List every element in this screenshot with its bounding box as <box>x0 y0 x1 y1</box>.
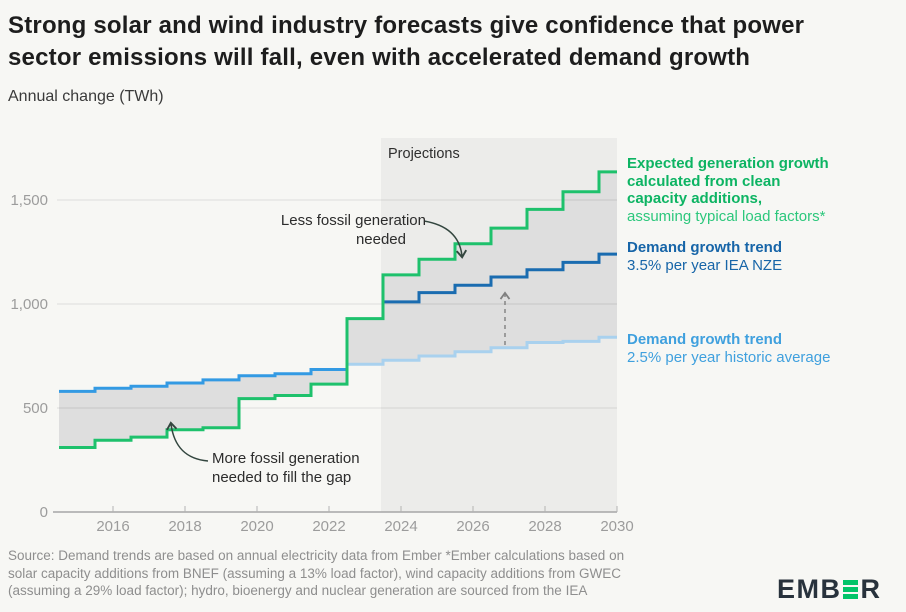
source-note: Source: Demand trends are based on annua… <box>8 547 768 600</box>
x-tick-label-2026: 2026 <box>456 518 490 535</box>
annotation-less-fossil-line1: Less fossil generation <box>280 212 426 229</box>
ember-logo: EMB R <box>777 574 882 605</box>
x-tick-label-2020: 2020 <box>240 518 274 535</box>
legend-nze-title: Demand growth trend <box>627 239 783 256</box>
ember-logo-green-e-icon <box>842 580 858 599</box>
y-tick-label-500: 500 <box>22 400 48 417</box>
x-tick-label-2022: 2022 <box>312 518 346 535</box>
projections-label: Projections <box>388 146 460 162</box>
annotation-more-fossil-line1: More fossil generation <box>212 450 360 467</box>
y-tick-label-0: 0 <box>39 504 48 521</box>
demand-2p5-line <box>347 335 617 366</box>
chart-subtitle: Annual change (TWh) <box>8 88 164 105</box>
x-axis-ticks <box>112 506 618 512</box>
demand-3p5-nze-line <box>383 252 617 304</box>
source-line1: Source: Demand trends are based on annua… <box>8 548 625 563</box>
legend-demand-historic: Demand growth trend 2.5% per year histor… <box>627 331 895 366</box>
legend-demand-nze: Demand growth trend 3.5% per year IEA NZ… <box>627 239 895 274</box>
x-tick-label-2016: 2016 <box>96 518 130 535</box>
legend-clean-line1: Expected generation growth <box>627 155 829 172</box>
x-tick-label-2024: 2024 <box>384 518 418 535</box>
more-fossil-arrow <box>166 421 209 462</box>
annotation-less-fossil-line2: needed <box>355 231 406 248</box>
demand-historic-line <box>59 368 347 393</box>
annotation-more-fossil: More fossil generation needed to fill th… <box>212 449 432 487</box>
source-line3: (assuming a 29% load factor); hydro, bio… <box>8 583 588 598</box>
gridlines <box>57 199 617 409</box>
chart-title: Strong solar and wind industry forecasts… <box>8 12 805 71</box>
legend-hist-title: Demand growth trend <box>627 331 783 348</box>
clean-generation-line <box>59 170 617 449</box>
legend-clean-line4: assuming typical load factors* <box>627 207 826 225</box>
ember-logo-text-start: EMB <box>777 574 842 604</box>
source-line2: solar capacity additions from BNEF (assu… <box>8 565 621 581</box>
legend-clean-generation: Expected generation growth calculated fr… <box>627 155 895 225</box>
x-tick-label-2018: 2018 <box>168 518 202 535</box>
annotation-less-fossil: Less fossil generation needed <box>230 211 426 249</box>
y-tick-label-1,000: 1,000 <box>10 296 48 313</box>
ember-logo-text-end: R <box>860 574 882 604</box>
x-tick-label-2030: 2030 <box>600 518 634 535</box>
legend-clean-line2: calculated from clean <box>627 172 781 190</box>
legend-nze-detail: 3.5% per year IEA NZE <box>627 256 783 274</box>
less-fossil-arrow <box>423 220 468 259</box>
legend-hist-detail: 2.5% per year historic average <box>627 348 831 366</box>
x-tick-label-2028: 2028 <box>528 518 562 535</box>
annotation-more-fossil-line2: needed to fill the gap <box>212 469 352 486</box>
y-tick-label-1,500: 1,500 <box>10 192 48 209</box>
legend-clean-line3: capacity additions, <box>627 190 763 207</box>
